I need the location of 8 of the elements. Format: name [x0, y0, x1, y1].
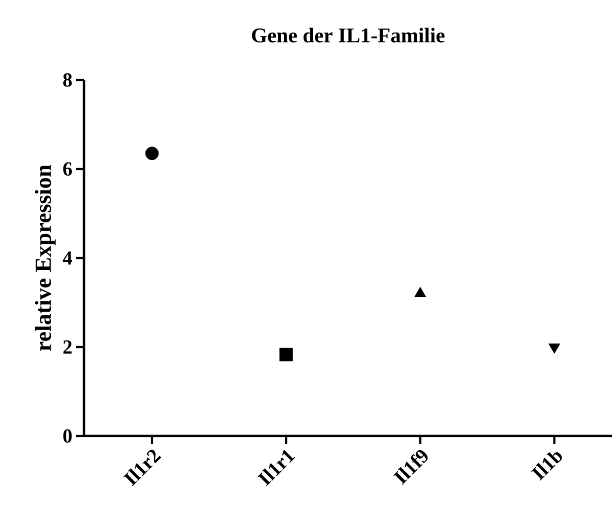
x-tick-label: Il1b — [531, 452, 562, 481]
y-tick-label: 6 — [63, 162, 72, 176]
y-tick-label: 4 — [62, 251, 72, 265]
chart-title: Gene der IL1-Familie — [252, 28, 445, 42]
y-axis-title: relative Expression — [34, 164, 56, 351]
y-tick-label: 8 — [63, 73, 72, 87]
y-tick-label: 2 — [63, 340, 72, 354]
y-tick-label: 0 — [63, 429, 72, 443]
